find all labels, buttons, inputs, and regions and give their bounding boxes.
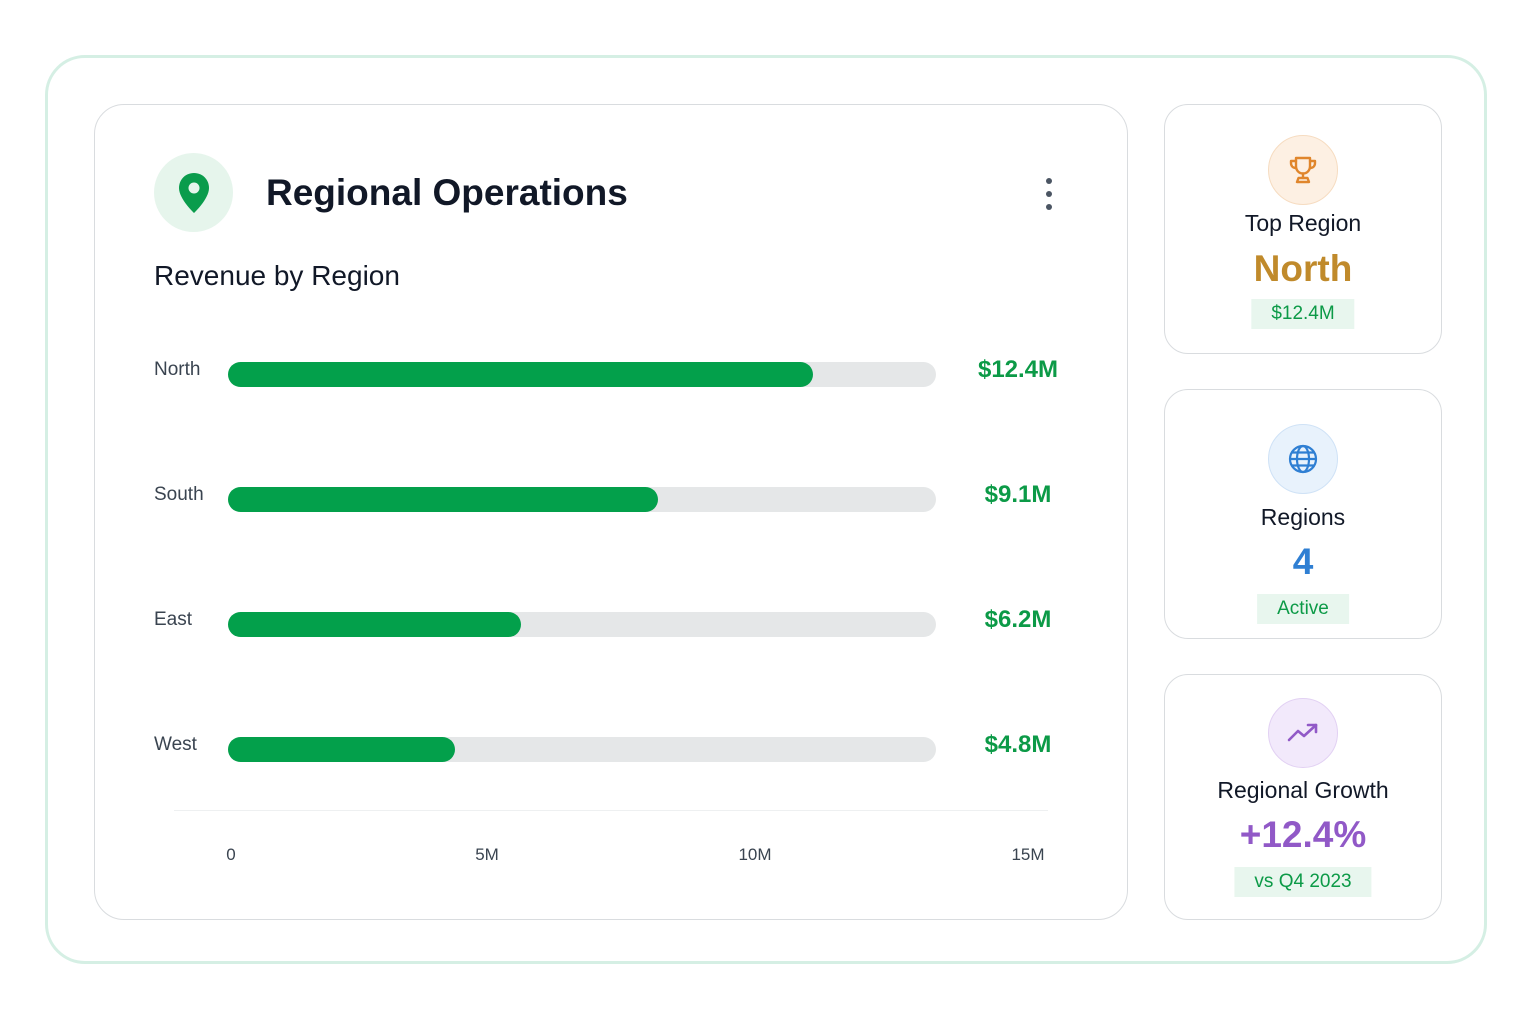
regional-operations-card xyxy=(94,104,1128,920)
bar-track xyxy=(228,737,936,762)
bar-category-label: South xyxy=(154,484,204,505)
more-vertical-icon[interactable] xyxy=(1034,172,1064,216)
x-axis-line xyxy=(174,810,1048,811)
stat-label: Regional Growth xyxy=(1217,777,1389,803)
status-badge: Active xyxy=(1257,594,1349,624)
bar-track xyxy=(228,362,936,387)
stat-label: Top Region xyxy=(1244,210,1362,236)
globe-icon xyxy=(1268,424,1338,494)
stat-value: North xyxy=(1253,248,1353,289)
regions-card: Regions 4 Active xyxy=(1164,389,1442,639)
trending-up-icon xyxy=(1268,698,1338,768)
regional-growth-card: Regional Growth +12.4% vs Q4 2023 xyxy=(1164,674,1442,920)
bar-category-label: East xyxy=(154,609,193,630)
location-pin-icon xyxy=(154,153,233,232)
bar xyxy=(228,612,521,637)
bar-category-label: West xyxy=(154,734,197,755)
page-title: Regional Operations xyxy=(266,172,628,213)
bar-value-label: $6.2M xyxy=(984,606,1052,633)
bar-track xyxy=(228,487,936,512)
bar-category-label: North xyxy=(154,359,201,380)
bar-value-label: $9.1M xyxy=(984,481,1052,508)
x-tick-label: 15M xyxy=(1011,845,1045,864)
top-region-card: Top Region North $12.4M xyxy=(1164,104,1442,354)
bar xyxy=(228,487,658,512)
chart-title: Revenue by Region xyxy=(154,260,400,291)
status-badge: vs Q4 2023 xyxy=(1234,867,1372,897)
trophy-icon xyxy=(1268,135,1338,205)
x-tick-label: 0 xyxy=(226,845,236,864)
bar-value-label: $12.4M xyxy=(977,356,1059,383)
bar-track xyxy=(228,612,936,637)
bar-value-label: $4.8M xyxy=(984,731,1052,758)
bar xyxy=(228,737,455,762)
status-badge: $12.4M xyxy=(1251,299,1355,329)
x-tick-label: 5M xyxy=(475,845,499,864)
stat-label: Regions xyxy=(1260,504,1346,530)
bar xyxy=(228,362,813,387)
stat-value: 4 xyxy=(1292,541,1314,582)
x-tick-label: 10M xyxy=(738,845,772,864)
outer-frame xyxy=(45,55,1487,964)
stat-value: +12.4% xyxy=(1239,814,1367,855)
